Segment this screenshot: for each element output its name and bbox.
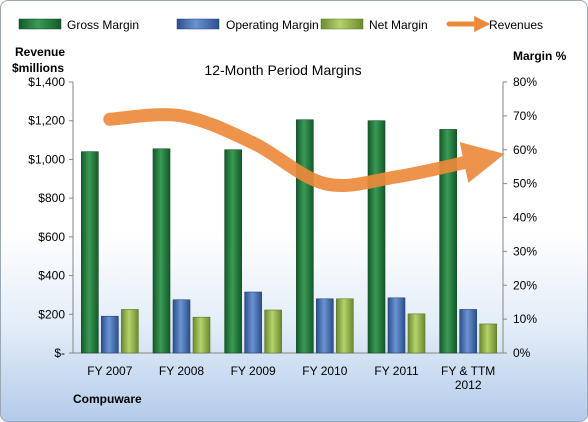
bar-net-margin [192,316,211,354]
y-right-tick-label: 80% [513,75,537,89]
y-left-title-line2: $millions [12,61,64,75]
y-left-tick-label: $800 [38,191,65,205]
legend-item-gross-margin: Gross Margin [18,18,139,32]
y-left-tick-label: $200 [38,307,65,321]
bar-gross-margin [152,148,171,354]
x-tick-label: FY 2008 [159,364,204,378]
revenues-line-layer [103,108,505,192]
legend-label-operating-margin: Operating Margin [226,18,319,32]
y-left-tick-label: $1,400 [28,75,65,89]
bar-operating-margin [387,297,406,354]
y-right-tick-label: 40% [513,211,537,225]
revenues-line [103,108,505,192]
legend-item-revenues: Revenues [446,15,543,33]
y-right-tick-label: 20% [513,278,537,292]
y-right-tick-labels: 0% 10% 20% 30% 40% 50% 60% 70% 80% [503,75,537,360]
y-right-tick-label: 60% [513,143,537,157]
y-left-title-line1: Revenue [15,45,65,59]
bar-net-margin [407,313,426,354]
y-left-tick-label: $600 [38,230,65,244]
legend-item-operating-margin: Operating Margin [176,18,319,32]
y-right-tick-label: 10% [513,312,537,326]
bar-gross-margin [224,149,242,354]
legend-label-net-margin: Net Margin [369,18,428,32]
y-left-tick-label: $1,200 [28,114,65,128]
bar-net-margin [121,309,139,354]
bar-net-margin [336,298,354,354]
bar-operating-margin [316,298,334,354]
legend-label-gross-margin: Gross Margin [67,18,139,32]
y-right-tick-label: 70% [513,109,537,123]
y-right-tick-label: 50% [513,177,537,191]
legend-swatch-gross-margin [18,18,62,30]
y-right-tick-label: 30% [513,244,537,258]
y-left-tick-label: $- [54,346,65,360]
x-tick-label: FY 2011 [374,364,419,378]
bar-operating-margin [172,299,191,354]
legend-item-net-margin: Net Margin [320,18,428,32]
y-right-title: Margin % [513,49,567,63]
bar-gross-margin [81,151,99,354]
bar-gross-margin [367,120,386,354]
bar-gross-margin [439,129,457,354]
y-left-tick-labels: $- $200 $400 $600 $800 $1,000 $1,200 $1,400 [28,75,73,360]
y-left-tick-label: $400 [38,269,65,283]
x-tick-label: FY 2007 [87,364,132,378]
legend: Gross Margin Operating Margin Net Margin… [18,15,543,33]
bar-net-margin [264,309,282,354]
x-tick-labels: FY 2007 FY 2008 FY 2009 FY 2010 FY 2011 FY & … [87,364,495,392]
legend-swatch-net-margin [320,18,364,30]
chart-title: 12-Month Period Margins [204,62,361,78]
bar-gross-margin [296,119,314,354]
legend-swatch-operating-margin [176,18,220,30]
bar-operating-margin [459,309,477,354]
x-tick-label: FY & TTM 2012 [441,364,495,392]
bar-operating-margin [244,291,262,354]
x-tick-label: FY 2009 [231,364,276,378]
bar-net-margin [479,323,497,354]
x-tick-label: FY 2010 [302,364,347,378]
footer-company-label: Compuware [73,392,142,406]
legend-label-revenues: Revenues [489,18,543,32]
y-left-tick-label: $1,000 [28,152,65,166]
bar-operating-margin [101,315,119,354]
y-right-tick-label: 0% [513,346,531,360]
bar-marks [81,119,497,354]
